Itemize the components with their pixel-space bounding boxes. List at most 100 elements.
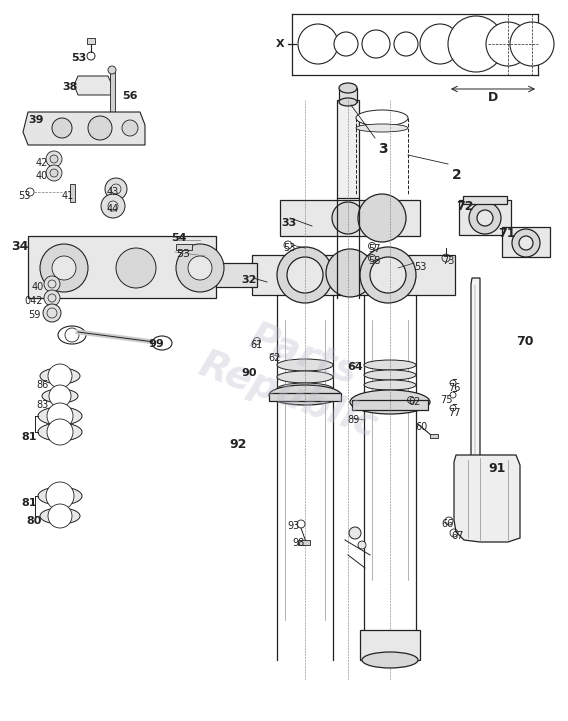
Circle shape: [88, 116, 112, 140]
Circle shape: [52, 256, 76, 280]
Circle shape: [420, 24, 460, 64]
Ellipse shape: [38, 487, 82, 505]
Bar: [337, 100, 359, 198]
Text: 2: 2: [452, 168, 462, 182]
Circle shape: [334, 32, 358, 56]
Text: 89: 89: [347, 415, 359, 425]
Text: 44: 44: [107, 204, 119, 214]
Bar: [502, 227, 550, 257]
Bar: [252, 255, 455, 295]
Text: 53: 53: [71, 53, 86, 63]
Text: 53: 53: [18, 191, 30, 201]
Bar: [339, 88, 357, 102]
Ellipse shape: [350, 390, 430, 414]
Text: 40: 40: [32, 282, 44, 292]
Text: 54: 54: [171, 233, 186, 243]
Circle shape: [43, 304, 61, 322]
Circle shape: [52, 118, 72, 138]
Text: 43: 43: [107, 187, 119, 197]
Circle shape: [44, 276, 60, 292]
Text: 042: 042: [24, 296, 43, 306]
Ellipse shape: [277, 383, 333, 395]
Text: 66: 66: [441, 519, 453, 529]
Text: 38: 38: [62, 82, 77, 92]
Circle shape: [48, 504, 72, 528]
Circle shape: [277, 247, 333, 303]
Text: 53: 53: [283, 243, 295, 253]
Ellipse shape: [362, 632, 418, 648]
Text: 41: 41: [62, 191, 74, 201]
Bar: [70, 184, 75, 202]
Text: 81: 81: [21, 432, 36, 442]
Bar: [298, 540, 310, 545]
Polygon shape: [23, 112, 145, 145]
Circle shape: [469, 202, 501, 234]
Circle shape: [49, 385, 71, 407]
Text: D: D: [488, 91, 498, 104]
Text: 83: 83: [36, 400, 48, 410]
Text: 64: 64: [347, 362, 363, 372]
Circle shape: [50, 169, 58, 177]
Text: 86: 86: [36, 380, 48, 390]
Circle shape: [40, 244, 88, 292]
Text: 40: 40: [36, 171, 48, 181]
Text: 33: 33: [281, 218, 296, 228]
Circle shape: [486, 22, 530, 66]
Circle shape: [394, 32, 418, 56]
Circle shape: [287, 257, 323, 293]
Circle shape: [46, 482, 74, 510]
Polygon shape: [454, 455, 520, 542]
Bar: [459, 200, 511, 235]
Ellipse shape: [356, 110, 408, 126]
Bar: [269, 393, 341, 401]
Text: 42: 42: [36, 158, 48, 168]
Circle shape: [188, 256, 212, 280]
Circle shape: [44, 290, 60, 306]
Ellipse shape: [339, 98, 357, 106]
Text: Parts
Republic: Parts Republic: [193, 304, 398, 446]
Text: 58: 58: [368, 256, 381, 266]
Circle shape: [358, 194, 406, 242]
Ellipse shape: [38, 423, 82, 441]
Text: 67: 67: [451, 531, 463, 541]
Text: 60: 60: [415, 422, 427, 432]
Polygon shape: [471, 278, 480, 524]
Ellipse shape: [364, 370, 416, 380]
Bar: [87, 38, 95, 44]
Bar: [430, 434, 438, 438]
Circle shape: [448, 16, 504, 72]
Text: 80: 80: [26, 516, 41, 526]
Ellipse shape: [38, 407, 82, 425]
Ellipse shape: [42, 389, 78, 403]
Text: 59: 59: [28, 310, 40, 320]
Circle shape: [48, 364, 72, 388]
Ellipse shape: [364, 360, 416, 370]
Circle shape: [360, 247, 416, 303]
Text: 70: 70: [516, 335, 533, 348]
Circle shape: [108, 66, 116, 74]
Ellipse shape: [339, 83, 357, 93]
Text: 98: 98: [292, 538, 304, 548]
Text: 61: 61: [250, 340, 262, 350]
Text: 32: 32: [241, 275, 256, 285]
Text: 72: 72: [456, 200, 474, 213]
Circle shape: [477, 210, 493, 226]
Circle shape: [326, 249, 374, 297]
Ellipse shape: [364, 380, 416, 390]
Circle shape: [47, 403, 73, 429]
Ellipse shape: [40, 508, 80, 524]
Circle shape: [519, 236, 533, 250]
Ellipse shape: [269, 385, 341, 405]
Bar: [463, 196, 507, 204]
Text: 34: 34: [11, 240, 28, 253]
Text: 62: 62: [268, 353, 281, 363]
Circle shape: [46, 151, 62, 167]
Bar: [28, 236, 216, 298]
Bar: [202, 263, 257, 287]
Text: 62: 62: [408, 397, 420, 407]
Ellipse shape: [152, 336, 172, 350]
Text: 39: 39: [28, 115, 44, 125]
Text: 73: 73: [442, 256, 454, 266]
Circle shape: [50, 155, 58, 163]
Text: 53: 53: [176, 249, 190, 259]
